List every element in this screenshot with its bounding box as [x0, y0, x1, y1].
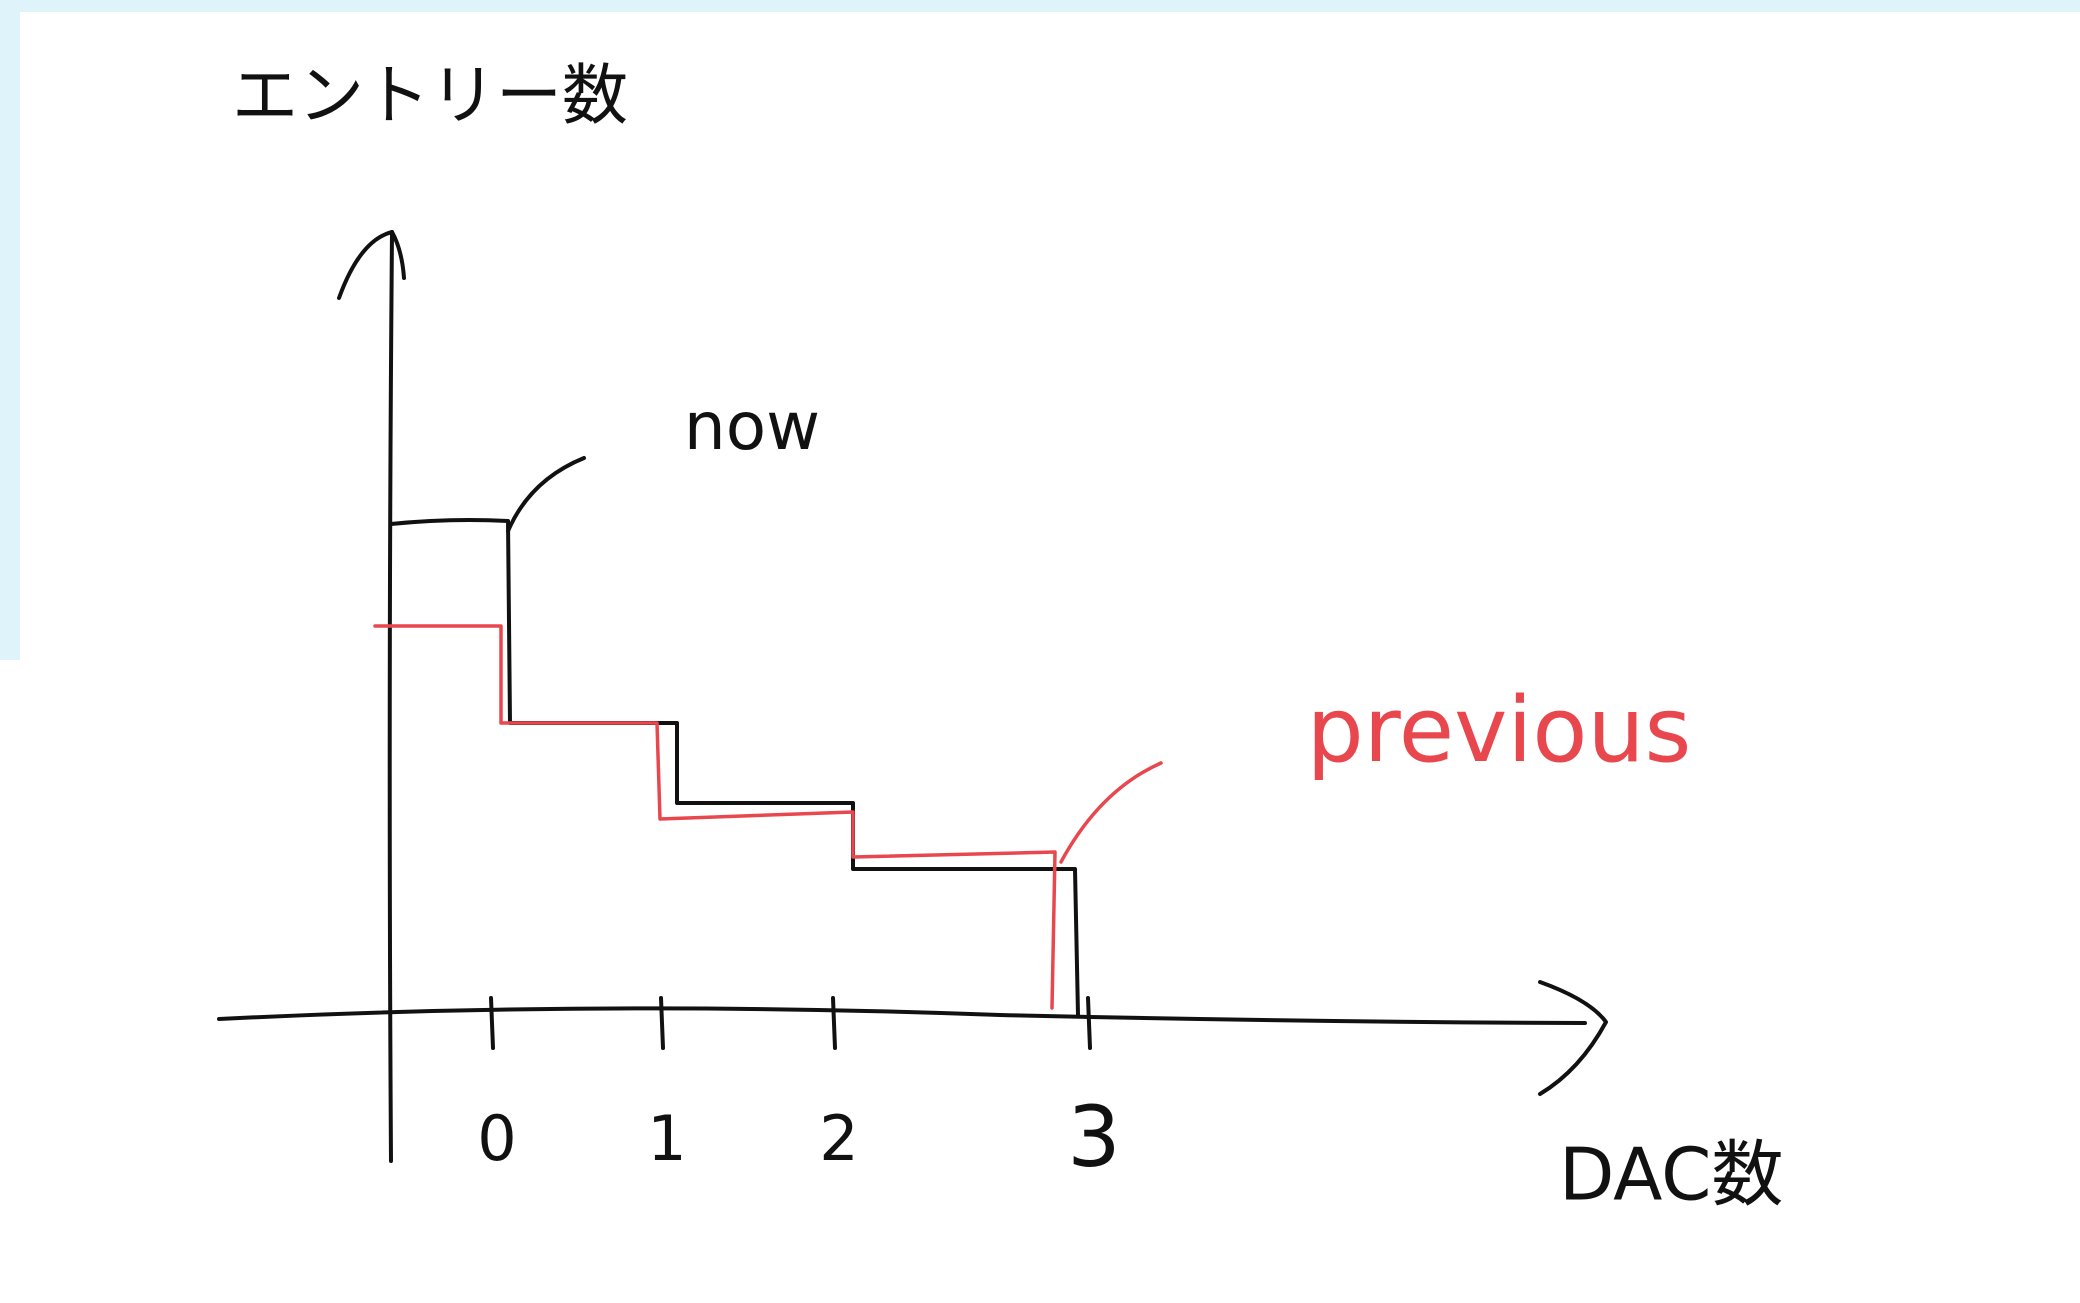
- x-axis: [217, 1006, 1587, 1025]
- previous-leader: [1059, 761, 1163, 864]
- x-tick: [1086, 996, 1092, 1050]
- x-tick-label: 1: [647, 1102, 686, 1175]
- x-tick: [831, 996, 837, 1050]
- y-axis-label: エントリー数: [232, 57, 628, 134]
- x-axis-arrow: [1538, 980, 1608, 1096]
- previous-label: previous: [1307, 678, 1692, 783]
- x-axis-label: DAC数: [1559, 1133, 1783, 1217]
- now-label: now: [684, 388, 820, 465]
- x-tick-label: 2: [819, 1102, 858, 1175]
- y-axis: [387, 230, 394, 1163]
- previous-step-line: [373, 624, 1057, 1010]
- x-tick-label: 0: [477, 1102, 516, 1175]
- x-tick: [489, 996, 495, 1050]
- x-tick: [659, 996, 665, 1050]
- top-border: [0, 0, 2080, 12]
- x-tick-label: 3: [1067, 1088, 1120, 1186]
- y-axis-arrow: [337, 230, 406, 300]
- now-leader: [506, 456, 586, 533]
- now-step-line: [389, 518, 1080, 1017]
- left-border: [0, 0, 20, 660]
